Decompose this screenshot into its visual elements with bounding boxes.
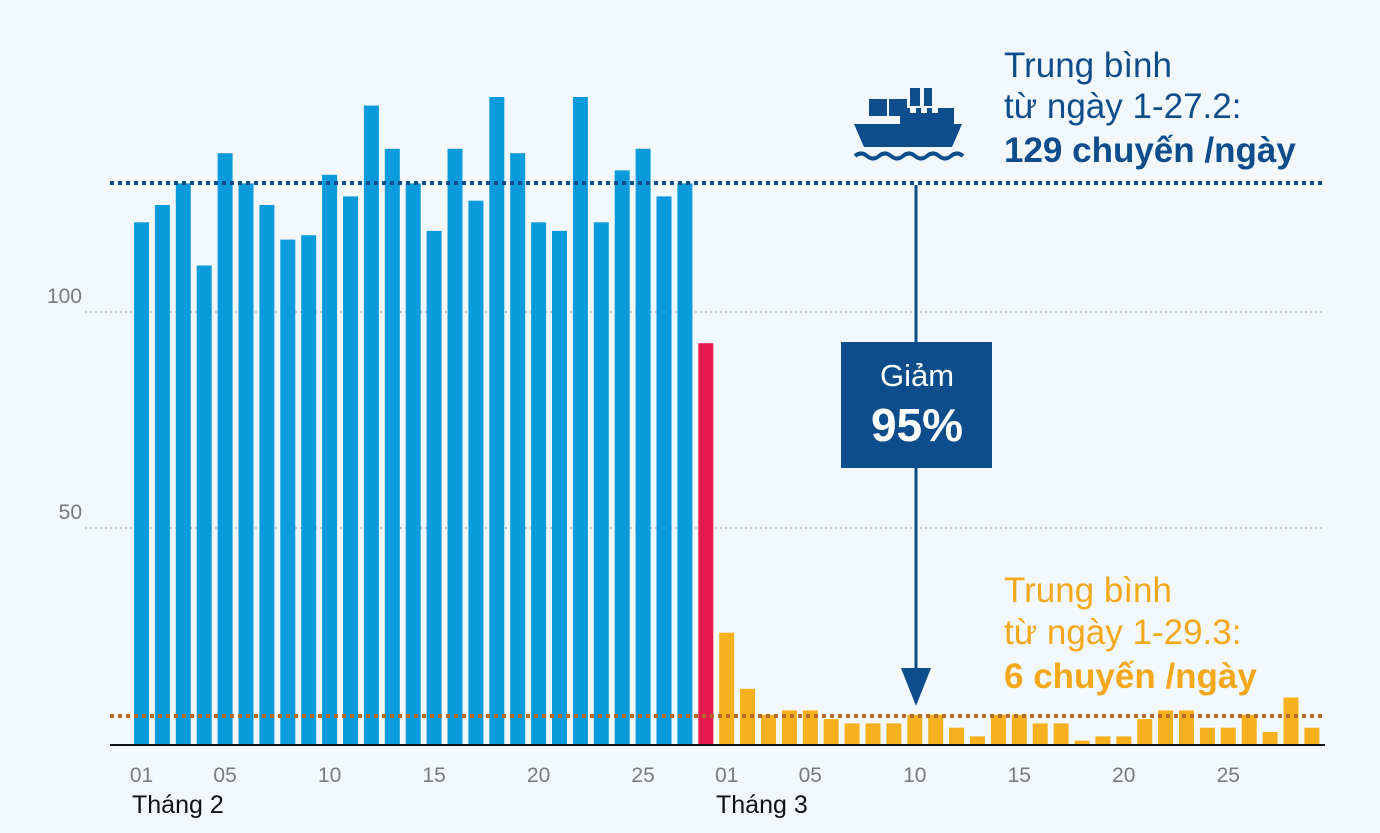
bar-mar-27 xyxy=(1262,732,1278,745)
bar-mar-25 xyxy=(1220,727,1236,745)
bar-feb-13 xyxy=(384,148,400,746)
bar-feb-24 xyxy=(614,170,630,745)
x-tick-mar-15: 15 xyxy=(1008,764,1031,787)
month-label-mar: Tháng 3 xyxy=(716,791,808,819)
bar-feb-15 xyxy=(426,230,442,745)
avg-before-line3: 129 chuyến /ngày xyxy=(1004,131,1296,170)
bar-feb-28 xyxy=(698,343,714,745)
x-tick-feb-10: 10 xyxy=(318,764,341,787)
drop-value: 95% xyxy=(871,399,963,451)
bar-mar-23 xyxy=(1179,710,1194,745)
y-tick-100: 100 xyxy=(47,285,82,308)
bar-feb-11 xyxy=(343,196,358,745)
bar-mar-10 xyxy=(907,714,923,745)
bar-mar-21 xyxy=(1137,719,1153,745)
avg-after-line1: Trung bình xyxy=(1004,571,1172,610)
bar-feb-25 xyxy=(635,148,651,746)
bar-feb-27 xyxy=(677,183,693,745)
x-tick-mar-05: 05 xyxy=(799,764,822,787)
bar-mar-04 xyxy=(781,710,797,745)
bar-mar-18 xyxy=(1074,740,1090,745)
bar-mar-20 xyxy=(1116,736,1132,745)
x-tick-feb-20: 20 xyxy=(527,764,550,787)
bar-mar-05 xyxy=(802,710,818,745)
bar-mar-01 xyxy=(719,632,735,745)
month-label-feb: Tháng 2 xyxy=(132,791,224,819)
bar-feb-14 xyxy=(405,183,421,745)
avg-before-line1: Trung bình xyxy=(1004,46,1172,85)
bar-feb-21 xyxy=(552,230,567,745)
bar-mar-13 xyxy=(970,736,985,745)
x-tick-feb-05: 05 xyxy=(213,764,236,787)
bar-mar-11 xyxy=(928,714,944,745)
bar-feb-12 xyxy=(363,105,379,746)
x-tick-mar-01: 01 xyxy=(715,764,738,787)
x-tick-mar-20: 20 xyxy=(1112,764,1135,787)
bar-feb-02 xyxy=(154,205,170,745)
bar-mar-28 xyxy=(1283,697,1299,745)
x-tick-feb-15: 15 xyxy=(422,764,445,787)
cargo-ship-icon xyxy=(853,88,965,161)
y-tick-50: 50 xyxy=(59,501,82,524)
bar-mar-08 xyxy=(865,723,881,745)
bar-feb-09 xyxy=(301,235,317,745)
bar-feb-01 xyxy=(134,222,149,746)
x-tick-mar-10: 10 xyxy=(903,764,926,787)
bar-mar-06 xyxy=(823,719,839,745)
bar-mar-15 xyxy=(1011,714,1027,745)
bar-mar-19 xyxy=(1095,736,1111,745)
drop-label: Giảm xyxy=(880,358,954,393)
avg-after-line3: 6 chuyến /ngày xyxy=(1004,657,1257,696)
bar-feb-23 xyxy=(593,222,609,746)
bar-mar-02 xyxy=(740,688,756,745)
bar-mar-17 xyxy=(1053,723,1069,745)
drop-box xyxy=(841,342,992,468)
bar-feb-16 xyxy=(447,148,463,746)
x-tick-feb-01: 01 xyxy=(130,764,153,787)
avg-before-line2: từ ngày 1-27.2: xyxy=(1004,87,1241,126)
bar-feb-05 xyxy=(217,153,233,745)
bar-mar-09 xyxy=(886,723,902,745)
bar-mar-26 xyxy=(1241,714,1257,745)
bar-feb-19 xyxy=(510,153,526,745)
bar-feb-26 xyxy=(656,196,672,745)
bar-mar-29 xyxy=(1304,727,1320,745)
bar-mar-24 xyxy=(1199,727,1215,745)
x-tick-feb-25: 25 xyxy=(631,764,654,787)
bar-feb-18 xyxy=(489,97,505,745)
bars-group xyxy=(134,97,1320,746)
bar-feb-20 xyxy=(531,222,547,746)
bar-mar-22 xyxy=(1158,710,1174,745)
bar-feb-10 xyxy=(322,174,338,746)
bar-mar-12 xyxy=(949,727,965,745)
bar-mar-16 xyxy=(1032,723,1048,745)
bar-feb-22 xyxy=(572,97,588,745)
avg-after-line2: từ ngày 1-29.3: xyxy=(1004,613,1241,652)
bar-feb-17 xyxy=(468,200,484,745)
bar-mar-03 xyxy=(761,714,776,745)
bar-mar-07 xyxy=(844,723,860,745)
bar-feb-06 xyxy=(238,183,254,745)
drop-arrow-head xyxy=(901,668,931,706)
bar-mar-14 xyxy=(990,714,1006,745)
x-ticks-group: 01 05 10 15 20 25 01 05 10 15 20 25 xyxy=(130,764,1240,787)
bar-feb-08 xyxy=(280,239,296,745)
bar-feb-03 xyxy=(175,183,191,745)
bar-feb-07 xyxy=(259,205,275,745)
x-tick-mar-25: 25 xyxy=(1217,764,1240,787)
bar-feb-04 xyxy=(196,265,212,745)
